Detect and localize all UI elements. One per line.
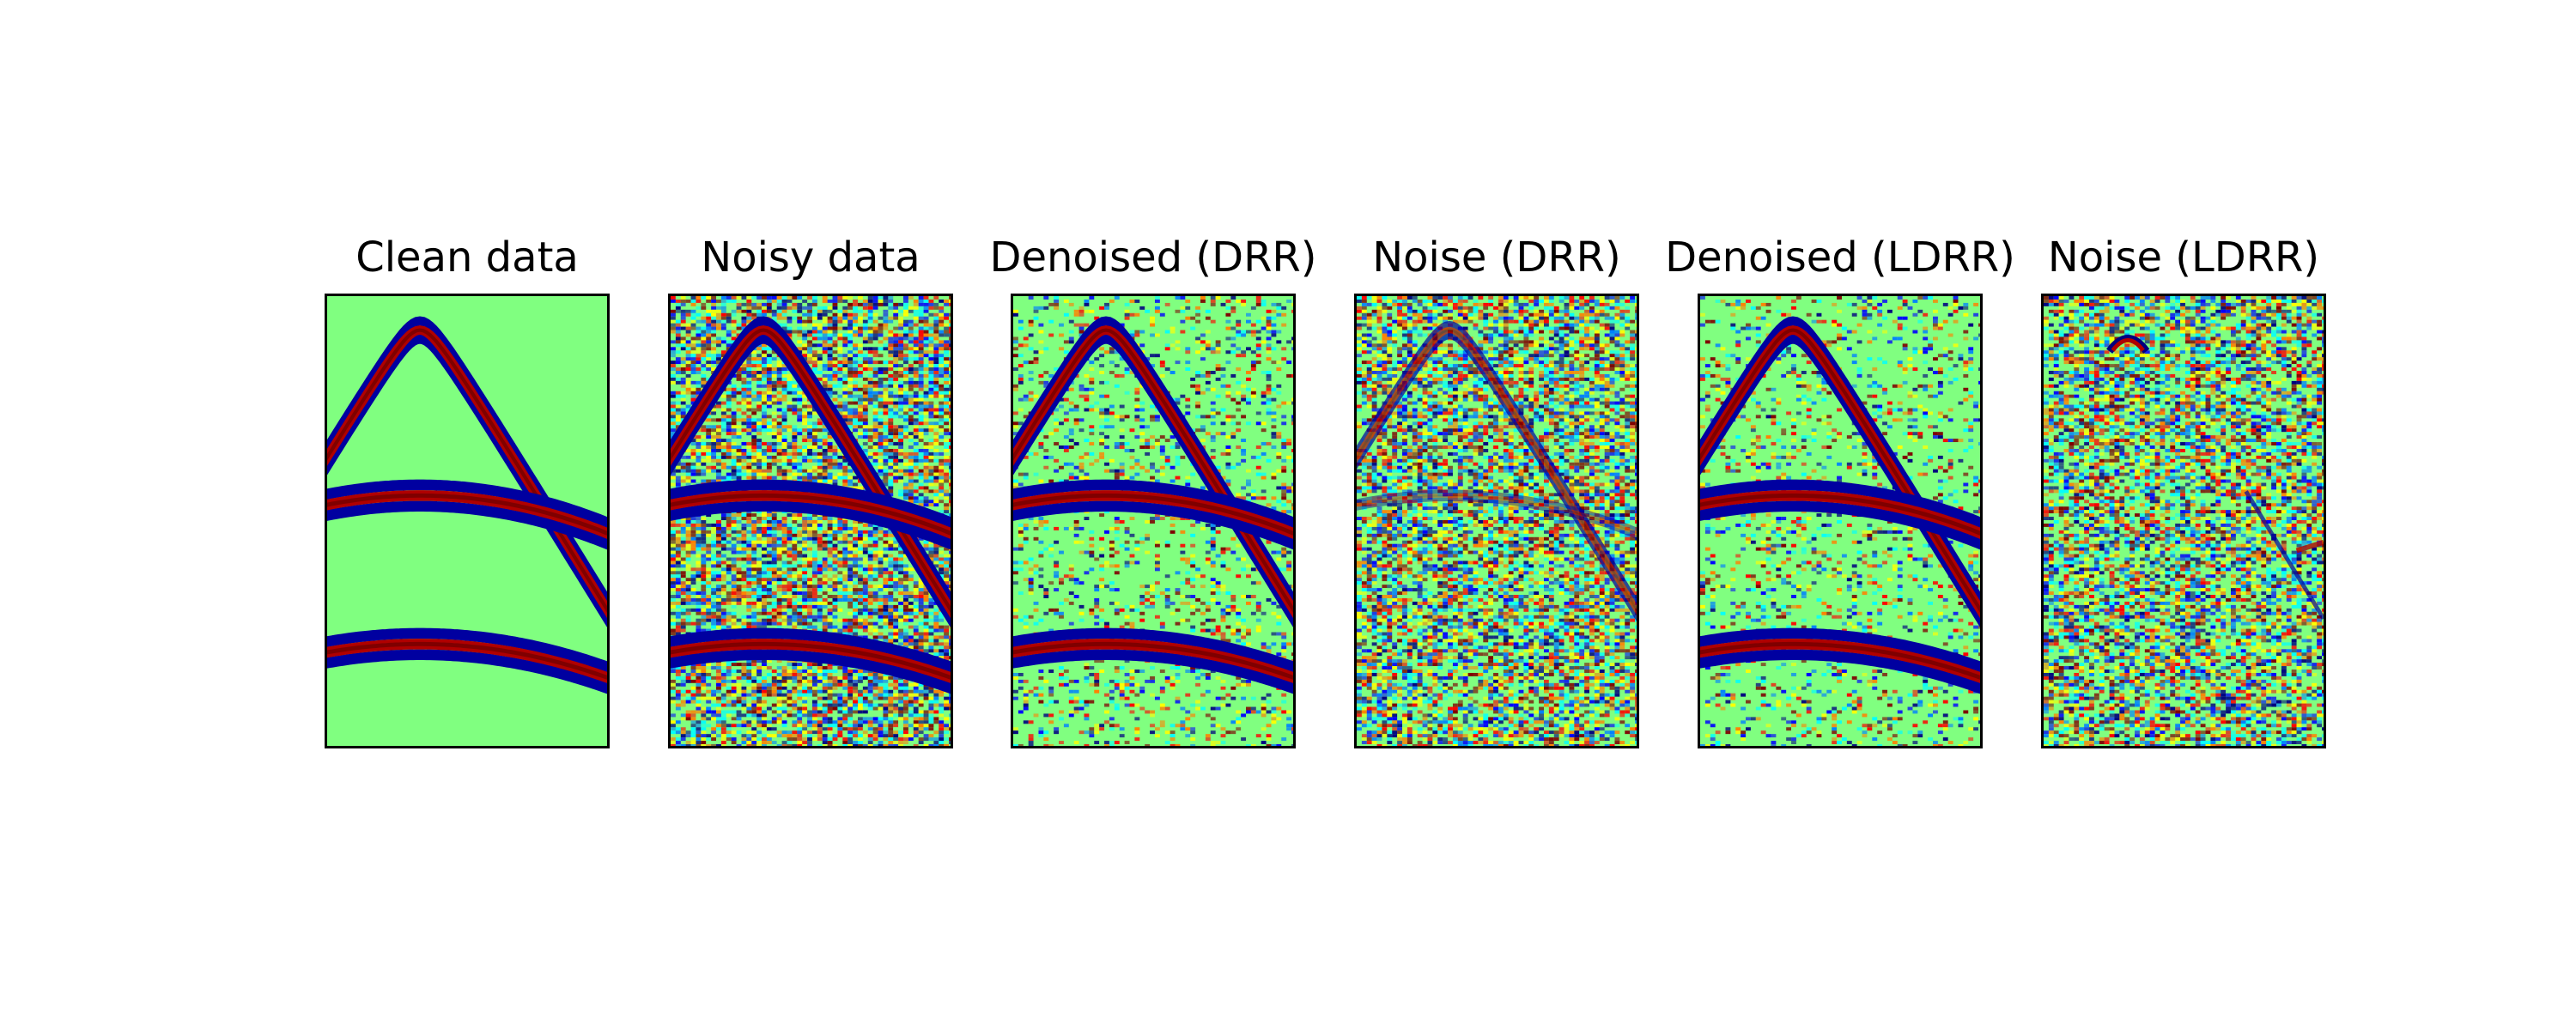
heatmap-panel — [2041, 294, 2326, 748]
heatmap-panel — [1698, 294, 1983, 748]
heatmap-canvas — [1357, 296, 1637, 746]
noise-texture — [2044, 296, 2324, 746]
upper-arc-event — [1013, 479, 1293, 550]
panel-title: Denoised (DRR) — [973, 232, 1334, 283]
heatmap-canvas — [671, 296, 951, 746]
panel-title: Denoised (LDRR) — [1660, 232, 2020, 283]
noise-texture — [671, 296, 951, 746]
heatmap-canvas — [327, 316, 607, 694]
apex-leak-event — [2106, 335, 2150, 354]
heatmap-canvas — [1700, 296, 1980, 746]
lower-arc-event — [327, 627, 607, 694]
heatmap-panel — [1354, 294, 1639, 748]
panel-title: Clean data — [287, 232, 647, 283]
lower-arc-event — [1700, 627, 1980, 694]
upper-arc-event — [671, 479, 951, 550]
lower-arc-event — [1013, 627, 1293, 694]
hyperbola-event — [1357, 320, 1637, 621]
panel-title: Noise (LDRR) — [2003, 232, 2364, 283]
upper-arc-event — [1700, 479, 1980, 550]
heatmap-panel — [668, 294, 953, 748]
heatmap-panel — [325, 294, 610, 748]
hyperbola-event — [327, 316, 607, 627]
heatmap-panel — [1011, 294, 1296, 748]
panel-title: Noisy data — [630, 232, 991, 283]
heatmap-canvas — [2044, 296, 2324, 746]
diagonal-leak-event — [2244, 490, 2324, 620]
upper-arc-event — [327, 479, 607, 550]
upper-arc-event — [1357, 489, 1637, 540]
panel-title: Noise (DRR) — [1316, 232, 1677, 283]
heatmap-canvas — [1013, 296, 1293, 746]
lower-arc-event — [671, 627, 951, 694]
